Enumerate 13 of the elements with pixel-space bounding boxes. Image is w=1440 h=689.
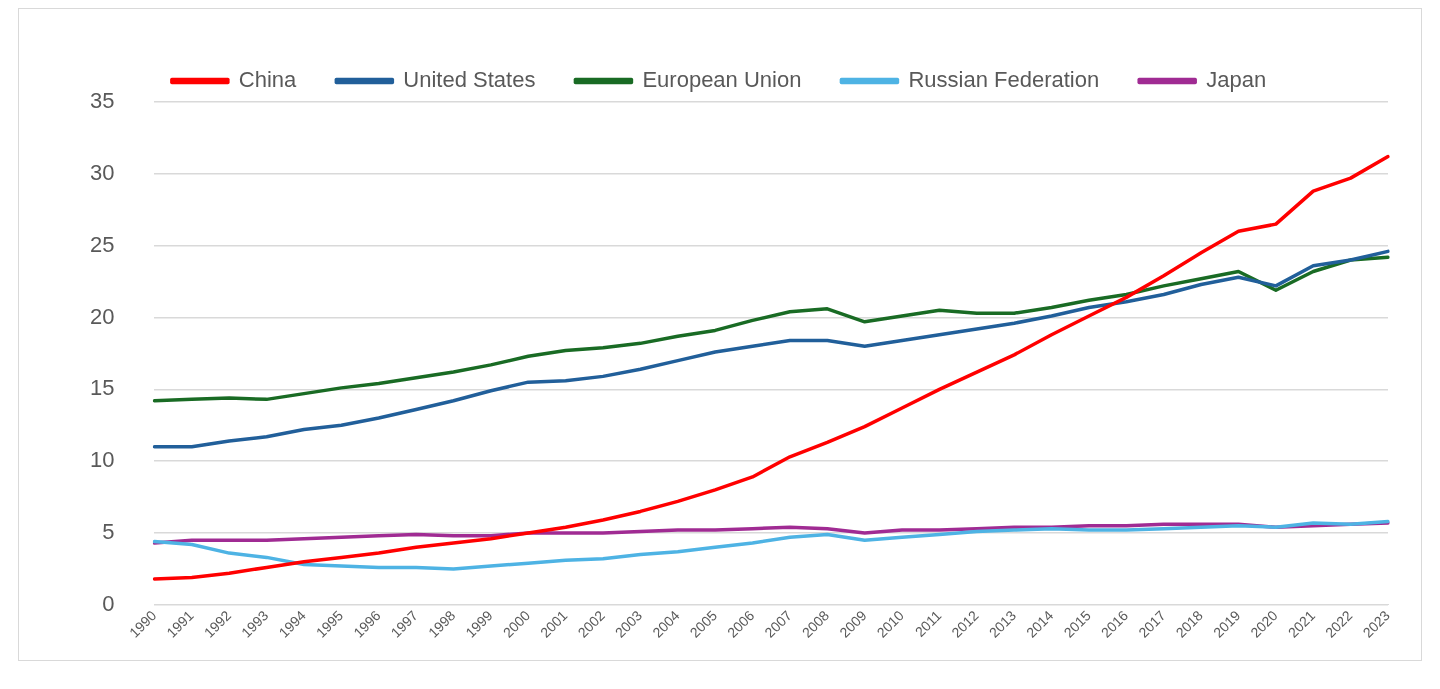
y-tick-label: 10 bbox=[89, 447, 115, 473]
legend-label: China bbox=[238, 67, 298, 93]
y-tick-label: 25 bbox=[89, 231, 115, 257]
y-tick-label: 5 bbox=[102, 519, 115, 545]
legend-label: Russian Federation bbox=[908, 67, 1100, 93]
y-tick-label: 30 bbox=[89, 159, 115, 185]
y-tick-label: 35 bbox=[89, 88, 115, 114]
y-tick-label: 20 bbox=[89, 303, 115, 329]
legend-label: Japan bbox=[1206, 67, 1267, 93]
y-tick-label: 0 bbox=[102, 590, 115, 616]
y-tick-label: 15 bbox=[89, 375, 115, 401]
legend-label: United States bbox=[403, 67, 536, 93]
legend-label: European Union bbox=[642, 67, 802, 93]
